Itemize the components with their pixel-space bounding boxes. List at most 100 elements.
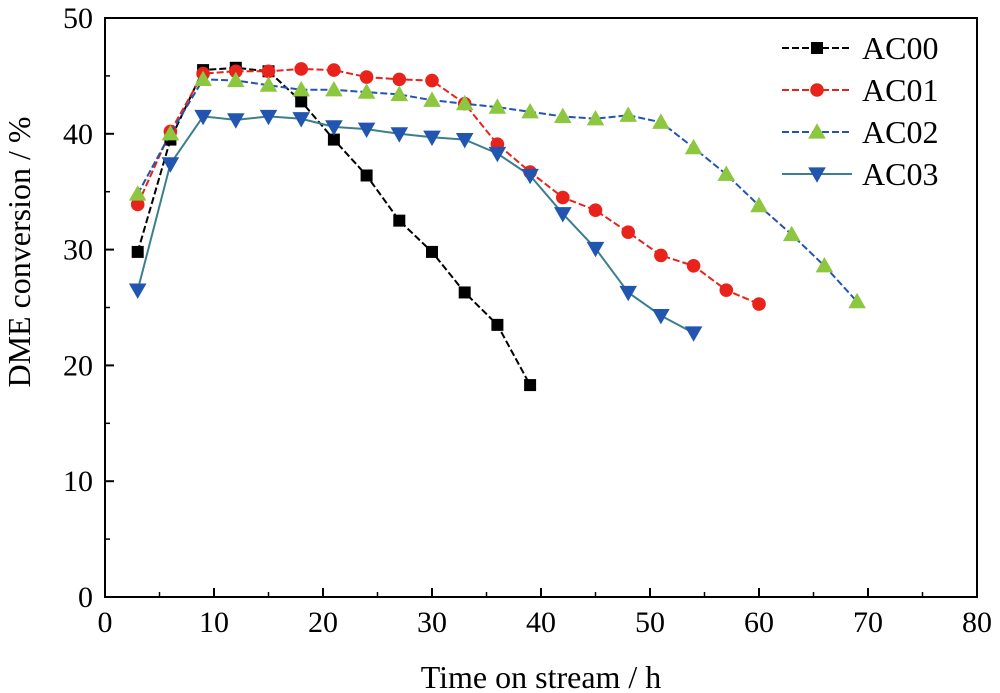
data-point-ac02 xyxy=(619,106,637,122)
data-point-ac00 xyxy=(327,133,340,146)
legend-item-ac00: AC00 xyxy=(782,30,938,66)
legend-item-ac03: AC03 xyxy=(782,156,938,192)
plot-series xyxy=(128,61,866,392)
data-point-ac01 xyxy=(261,64,276,79)
y-tick-label: 30 xyxy=(63,234,93,267)
data-point-ac03 xyxy=(652,309,670,325)
data-point-ac03 xyxy=(128,283,147,299)
data-point-ac01 xyxy=(327,63,341,77)
data-point-ac00 xyxy=(491,318,504,331)
series-line-ac01 xyxy=(136,67,760,305)
legend-marker xyxy=(808,167,826,183)
data-point-ac02 xyxy=(815,257,834,273)
data-point-ac03 xyxy=(684,326,703,342)
x-axis-label: Time on stream / h xyxy=(421,659,662,693)
data-point-ac03 xyxy=(521,168,539,185)
data-point-ac03 xyxy=(357,122,376,138)
data-point-ac00 xyxy=(131,245,144,258)
data-point-ac01 xyxy=(588,203,603,218)
data-point-ac02 xyxy=(455,94,474,111)
legend-marker xyxy=(811,42,823,54)
data-point-ac02 xyxy=(357,83,376,99)
data-point-ac02 xyxy=(782,225,801,242)
data-point-ac00 xyxy=(360,169,373,182)
data-point-ac00 xyxy=(524,379,537,392)
data-point-ac01 xyxy=(752,297,766,311)
data-point-ac00 xyxy=(458,286,471,299)
x-tick-label: 30 xyxy=(417,606,447,639)
data-point-ac03 xyxy=(586,241,605,258)
data-point-ac02 xyxy=(488,98,507,114)
data-point-ac00 xyxy=(426,245,438,258)
legend-marker xyxy=(808,123,826,139)
data-point-ac02 xyxy=(586,109,605,126)
data-point-ac03 xyxy=(325,120,343,136)
y-axis-label: DME conversion / % xyxy=(1,116,37,387)
legend-label: AC03 xyxy=(862,156,938,192)
data-point-ac01 xyxy=(130,197,145,212)
x-tick-label: 20 xyxy=(308,606,338,639)
x-tick-label: 60 xyxy=(744,606,774,639)
data-point-ac01 xyxy=(425,73,439,88)
data-point-ac03 xyxy=(259,109,278,126)
y-tick-label: 50 xyxy=(63,2,93,35)
data-point-ac00 xyxy=(393,214,406,227)
data-point-ac02 xyxy=(128,185,147,201)
legend-label: AC01 xyxy=(862,72,938,108)
x-tick-label: 50 xyxy=(635,606,665,639)
data-point-ac02 xyxy=(848,292,866,309)
data-point-ac03 xyxy=(161,157,180,173)
data-point-ac03 xyxy=(455,132,474,149)
data-point-ac02 xyxy=(554,107,572,124)
y-tick-label: 40 xyxy=(63,118,93,151)
legend: AC00 AC01 AC02 AC03 xyxy=(782,30,938,192)
data-point-ac01 xyxy=(392,72,407,87)
data-point-ac02 xyxy=(259,76,278,92)
legend-item-ac01: AC01 xyxy=(782,72,938,108)
legend-item-ac02: AC02 xyxy=(782,114,938,150)
data-point-ac01 xyxy=(359,70,374,84)
series-ac02 xyxy=(128,70,866,309)
x-tick-label: 0 xyxy=(98,606,113,639)
data-point-ac02 xyxy=(750,196,768,213)
data-point-ac02 xyxy=(684,138,703,155)
series-ac01 xyxy=(130,62,766,311)
data-point-ac02 xyxy=(161,125,180,141)
data-point-ac01 xyxy=(686,259,701,273)
data-point-ac03 xyxy=(227,113,245,129)
data-point-ac02 xyxy=(423,91,441,107)
series-ac00 xyxy=(131,61,537,392)
data-point-ac03 xyxy=(554,207,572,223)
data-point-ac01 xyxy=(556,190,570,205)
data-point-ac03 xyxy=(488,146,507,163)
data-point-ac01 xyxy=(621,225,635,240)
data-point-ac02 xyxy=(652,113,670,129)
data-point-ac03 xyxy=(390,127,409,143)
y-tick-label: 0 xyxy=(78,581,93,614)
data-point-ac03 xyxy=(194,109,212,126)
data-point-ac02 xyxy=(390,85,409,102)
data-point-ac03 xyxy=(619,285,637,302)
data-point-ac01 xyxy=(654,248,668,263)
x-tick-label: 70 xyxy=(853,606,883,639)
legend-label: AC02 xyxy=(862,114,938,150)
x-tick-label: 40 xyxy=(526,606,556,639)
data-point-ac03 xyxy=(423,130,441,147)
data-point-ac00 xyxy=(295,95,308,108)
x-tick-label: 80 xyxy=(962,606,992,639)
data-point-ac02 xyxy=(227,71,245,88)
y-tick-label: 20 xyxy=(63,349,93,382)
data-point-ac02 xyxy=(194,70,212,86)
series-line-ac02 xyxy=(136,78,858,303)
plot-frame xyxy=(104,17,978,598)
data-point-ac02 xyxy=(717,165,736,181)
data-point-ac01 xyxy=(294,62,309,76)
series-line-ac00 xyxy=(136,66,531,386)
data-point-ac02 xyxy=(292,80,310,97)
data-point-ac01 xyxy=(719,283,734,297)
axes: 0 10 20 30 40 50 60 70 80 0 10 20 30 40 50 xyxy=(63,2,992,639)
data-point-ac02 xyxy=(325,80,343,97)
legend-label: AC00 xyxy=(862,30,938,66)
data-point-ac03 xyxy=(292,112,310,128)
